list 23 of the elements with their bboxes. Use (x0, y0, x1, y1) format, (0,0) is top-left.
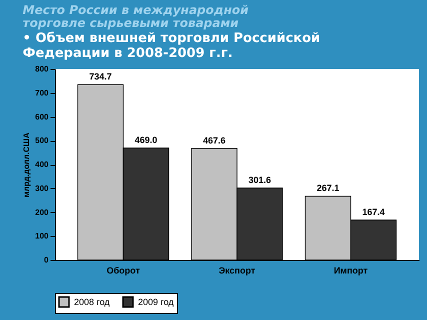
data-label: 734.7 (89, 72, 112, 82)
data-label: 267.1 (316, 183, 340, 194)
y-tick-label: 200 (35, 208, 50, 217)
y-tick-label: 800 (35, 64, 50, 74)
x-tick-label: Импорт (334, 266, 368, 276)
y-tick-label: 600 (35, 112, 50, 122)
x-tick-label: Экспорт (218, 266, 256, 276)
legend-label: 2008 год (74, 297, 110, 307)
data-label: 167.4 (362, 207, 385, 218)
chart-subtitle: • Объем внешней торговли Российской Федерации в 2008-2009 г.г. (22, 31, 320, 61)
chart-title: Место России в международной торговле сырьевыми товарами (22, 3, 250, 30)
y-tick-label: 100 (35, 232, 50, 241)
y-tick-label: 700 (35, 88, 50, 98)
y-tick-label: 500 (35, 136, 50, 146)
x-tick-label: Оборот (106, 266, 140, 276)
data-label: 469.0 (134, 135, 158, 146)
y-tick-label: 0 (44, 256, 50, 264)
legend-label: 2009 год (138, 297, 174, 307)
data-label: 301.6 (248, 174, 272, 185)
data-label: 467.6 (202, 135, 226, 146)
y-tick-label: 300 (35, 184, 50, 193)
y-tick-label: 400 (35, 160, 50, 169)
y-axis-title: млрд.долл.США (22, 132, 32, 198)
